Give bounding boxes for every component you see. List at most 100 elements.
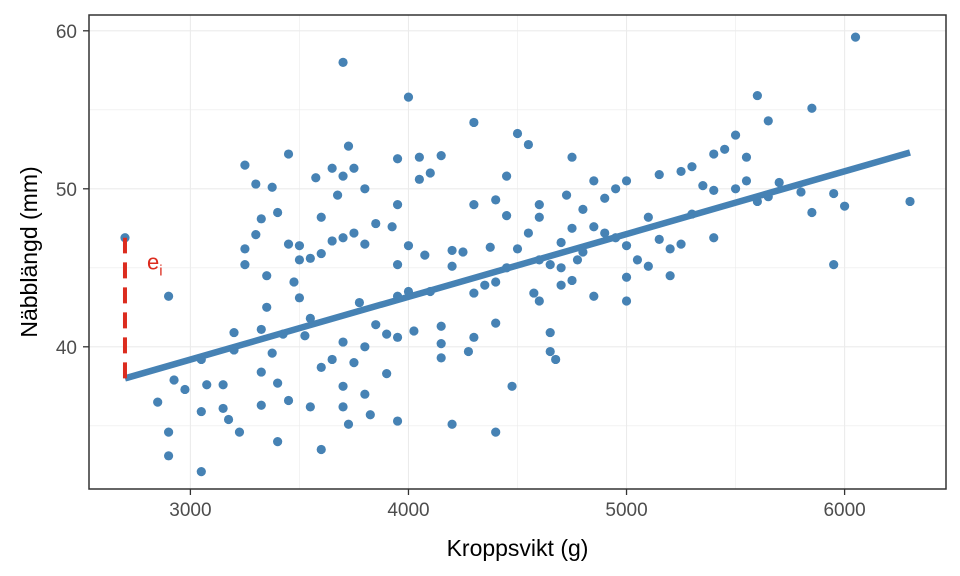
- data-point: [256, 400, 266, 410]
- data-point: [392, 200, 403, 210]
- data-point: [163, 451, 174, 461]
- data-point: [567, 152, 577, 162]
- data-point: [839, 201, 850, 211]
- regression-line: [124, 149, 911, 382]
- data-point: [311, 173, 321, 183]
- data-point: [420, 250, 430, 260]
- y-tick-label: 40: [56, 338, 77, 359]
- data-point: [338, 402, 348, 412]
- data-point: [283, 395, 294, 406]
- data-point: [632, 255, 643, 265]
- data-point: [774, 177, 784, 188]
- data-point: [360, 184, 370, 194]
- data-point: [262, 271, 272, 281]
- data-point: [267, 182, 277, 192]
- data-point: [698, 181, 708, 191]
- data-point: [621, 296, 632, 306]
- data-point: [256, 214, 266, 224]
- data-point: [501, 211, 512, 221]
- data-point: [665, 244, 675, 254]
- data-point: [316, 212, 326, 222]
- data-point: [414, 152, 424, 162]
- data-point: [409, 326, 419, 336]
- data-point: [469, 117, 479, 128]
- data-point: [709, 185, 719, 195]
- data-point: [796, 187, 806, 197]
- data-point: [343, 419, 354, 429]
- data-point: [234, 427, 245, 437]
- data-point: [480, 280, 490, 290]
- data-point: [545, 327, 555, 338]
- data-point: [469, 288, 479, 298]
- data-point: [534, 296, 544, 306]
- data-point: [643, 261, 653, 271]
- data-point: [501, 171, 512, 181]
- data-point: [829, 260, 839, 270]
- x-tick-label: 3000: [169, 500, 211, 521]
- data-point: [687, 162, 697, 172]
- panel-border: [88, 14, 947, 490]
- data-point: [414, 174, 424, 184]
- data-point: [392, 260, 403, 270]
- data-point: [829, 188, 839, 199]
- data-point: [273, 378, 283, 388]
- data-point: [371, 218, 381, 229]
- data-point: [289, 277, 299, 287]
- data-point: [567, 223, 577, 233]
- data-point: [463, 346, 474, 357]
- data-point: [153, 397, 163, 407]
- data-point: [327, 354, 337, 365]
- data-point: [741, 176, 752, 186]
- data-point: [469, 200, 479, 210]
- data-point: [305, 313, 315, 323]
- data-point: [338, 337, 348, 347]
- data-point: [567, 275, 577, 286]
- data-point: [469, 332, 479, 342]
- data-point: [229, 327, 239, 338]
- data-point: [730, 130, 741, 140]
- data-point: [720, 144, 730, 154]
- data-point: [240, 260, 250, 270]
- data-point: [545, 260, 555, 270]
- data-point: [491, 318, 501, 328]
- data-point: [294, 255, 305, 265]
- data-point: [850, 32, 861, 42]
- data-point: [529, 288, 539, 298]
- data-point: [305, 253, 315, 263]
- data-point: [343, 141, 354, 151]
- data-point: [600, 228, 610, 238]
- data-point: [665, 271, 675, 281]
- data-point: [643, 212, 653, 222]
- data-point: [600, 193, 610, 203]
- residual-label-main: e: [147, 249, 159, 274]
- data-point: [223, 414, 234, 425]
- data-point: [251, 230, 261, 240]
- data-point: [447, 245, 457, 256]
- data-point: [447, 419, 457, 429]
- data-point: [523, 228, 534, 238]
- data-point: [507, 381, 517, 391]
- data-point: [240, 244, 250, 254]
- data-point: [485, 242, 495, 252]
- data-point: [163, 427, 174, 437]
- data-point: [180, 384, 190, 395]
- data-point: [273, 207, 283, 218]
- data-point: [545, 346, 555, 357]
- data-point: [611, 184, 621, 194]
- data-point: [589, 291, 599, 301]
- data-point: [534, 200, 544, 210]
- data-point: [338, 381, 348, 391]
- data-point: [436, 321, 446, 331]
- data-point: [196, 406, 206, 417]
- data-point: [491, 427, 501, 437]
- data-point: [512, 128, 523, 139]
- y-tick-label: 50: [56, 180, 77, 201]
- data-point: [578, 204, 588, 214]
- data-point: [338, 171, 348, 181]
- data-point: [561, 190, 572, 200]
- x-tick-label: 6000: [823, 500, 865, 521]
- x-axis-title: Kroppsvikt (g): [447, 535, 589, 561]
- data-point: [360, 342, 370, 352]
- data-point: [730, 184, 741, 194]
